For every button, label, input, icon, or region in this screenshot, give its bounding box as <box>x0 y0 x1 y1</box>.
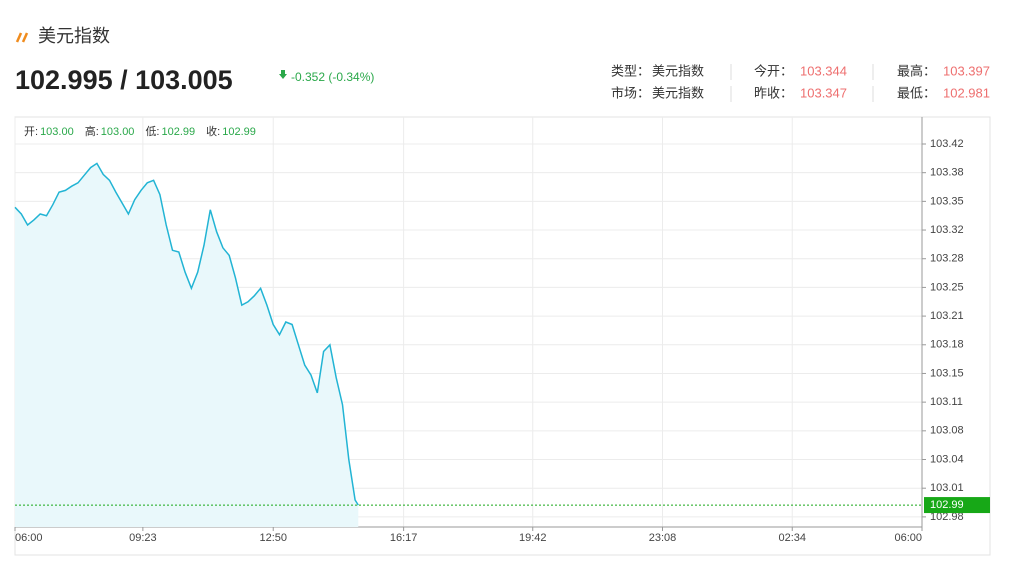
y-tick-label: 103.08 <box>930 425 964 437</box>
y-tick-label: 103.28 <box>930 253 964 265</box>
title-icon <box>15 32 29 43</box>
y-tick-label: 103.18 <box>930 339 964 351</box>
y-tick-label: 103.35 <box>930 195 964 207</box>
y-tick-label: 103.25 <box>930 281 964 293</box>
ohlc-label: 高: <box>85 124 99 138</box>
title: 美元指数 <box>38 26 110 46</box>
area <box>15 163 359 527</box>
ohlc-label: 开: <box>24 126 38 138</box>
x-tick-label: 02:34 <box>778 532 806 544</box>
info-value: 103.347 <box>800 85 847 100</box>
x-tick-label: 19:42 <box>519 532 547 544</box>
info-label: 市场： <box>611 85 650 100</box>
y-tick-label: 103.42 <box>930 138 964 150</box>
y-tick-label: 103.32 <box>930 224 964 236</box>
ohlc-value: 102.99 <box>162 126 196 138</box>
x-tick-label: 06:00 <box>894 532 922 544</box>
y-tick-label: 102.98 <box>930 511 964 523</box>
y-tick-label: 103.38 <box>930 167 964 179</box>
ohlc-label: 低: <box>145 125 159 138</box>
x-tick-label: 06:00 <box>15 532 43 544</box>
info-label: 昨收： <box>754 85 793 100</box>
info-label: 最高： <box>897 63 936 78</box>
info-value: 美元指数 <box>652 85 704 100</box>
price: 102.995 / 103.005 <box>15 65 233 95</box>
info-label: 最低： <box>897 85 936 100</box>
info-value: 美元指数 <box>652 63 704 78</box>
x-tick-label: 09:23 <box>129 532 157 544</box>
x-tick-label: 23:08 <box>649 532 677 544</box>
info-value: 102.981 <box>943 85 990 100</box>
ohlc-value: 103.00 <box>40 126 74 138</box>
x-tick-label: 12:50 <box>259 532 287 544</box>
info-label: 今开： <box>754 63 793 78</box>
info-value: 103.344 <box>800 63 847 78</box>
info-label: 类型： <box>611 63 650 78</box>
y-tick-label: 103.15 <box>930 367 964 379</box>
down-arrow <box>279 70 287 79</box>
change: -0.352 (-0.34%) <box>291 70 374 84</box>
ohlc-value: 103.00 <box>101 126 135 138</box>
y-tick-label: 103.01 <box>930 482 964 494</box>
ohlc-value: 102.99 <box>222 126 256 138</box>
y-tick-label: 103.21 <box>930 310 964 322</box>
y-tick-label: 103.04 <box>930 453 964 465</box>
last-price-label: 102.99 <box>930 499 964 511</box>
separators <box>730 64 874 102</box>
x-tick-label: 16:17 <box>390 532 418 544</box>
price-line <box>14 162 359 506</box>
ohlc-label: 收: <box>206 124 220 138</box>
info-value: 103.397 <box>943 63 990 78</box>
y-tick-label: 103.11 <box>930 396 963 408</box>
last-price-box <box>924 497 990 514</box>
